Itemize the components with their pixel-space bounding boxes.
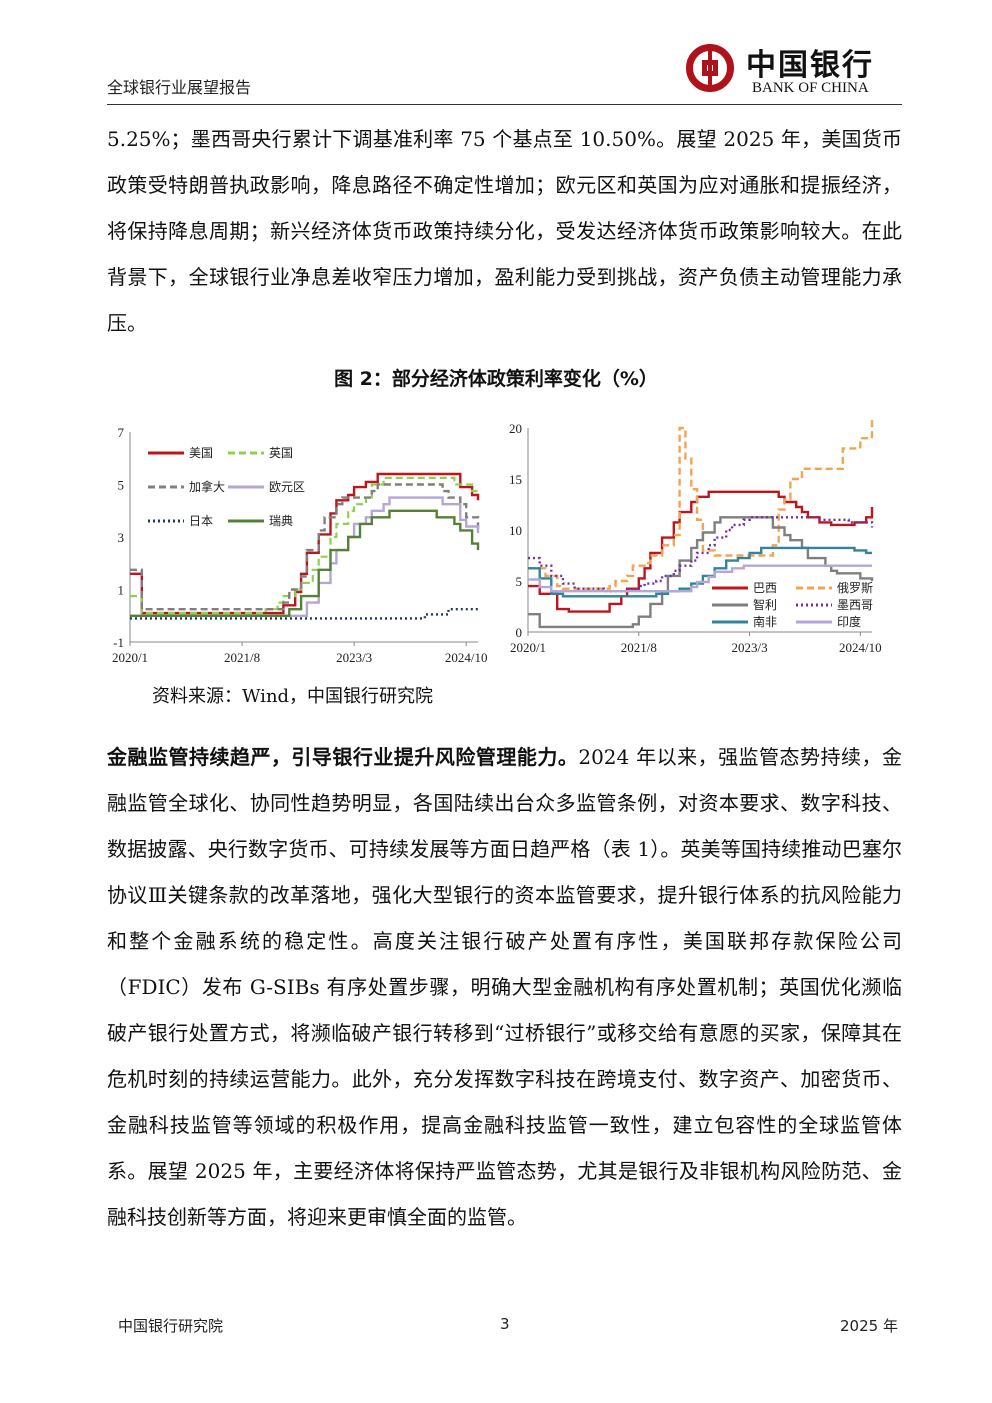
y-tick-label: 5	[118, 478, 125, 493]
x-tick-label: 2020/1	[510, 640, 546, 655]
series-line-canada	[130, 483, 480, 611]
x-tick-label: 2021/8	[224, 650, 260, 665]
series-line-sweden	[130, 509, 480, 617]
report-title: 全球银行业展望报告	[107, 78, 252, 97]
logo-english-text: BANK OF CHINA	[752, 80, 869, 96]
figure-source: 资料来源：Wind，中国银行研究院	[152, 686, 434, 707]
footer-institute: 中国银行研究院	[118, 1317, 224, 1335]
y-tick-label: -1	[113, 635, 124, 650]
y-tick-label: 0	[516, 625, 523, 640]
y-tick-label: 1	[118, 583, 125, 598]
series-line-brazil	[528, 490, 874, 613]
legend-label-japan: 日本	[189, 514, 213, 528]
x-tick-label: 2021/8	[621, 640, 657, 655]
bank-of-china-logo: 中国银行 BANK OF CHINA	[686, 42, 886, 100]
legend-label-chile: 智利	[753, 597, 777, 612]
x-tick-label: 2023/3	[336, 650, 372, 665]
regulation-lead: 金融监管持续趋严，引导银行业提升风险管理能力。	[107, 745, 579, 769]
series-line-southafrica	[528, 546, 872, 598]
x-tick-label: 2024/10	[445, 650, 488, 665]
series-line-euro	[130, 496, 480, 617]
figure-title: 图 2：部分经济体政策利率变化（%）	[334, 368, 658, 390]
series-line-india	[528, 564, 872, 593]
series-line-russia	[528, 420, 874, 590]
legend-label-india: 印度	[837, 614, 861, 629]
legend-label-sweden: 瑞典	[269, 514, 293, 528]
legend-label-brazil: 巴西	[753, 581, 777, 595]
logo-chinese-text: 中国银行	[746, 48, 874, 83]
legend-label-southafrica: 南非	[753, 614, 777, 629]
x-tick-label: 2024/10	[839, 640, 882, 655]
series-line-uk	[130, 476, 478, 615]
regulation-paragraph: 金融监管持续趋严，引导银行业提升风险管理能力。2024 年以来，强监管态势持续，…	[107, 734, 902, 1240]
chart-emerging-economies: 0 5 10 15 20 2020/1 2021/8 2023/3 2024/10 巴西 俄罗斯智利…	[509, 420, 882, 655]
legend-label-mexico: 墨西哥	[837, 598, 873, 612]
regulation-body: 2024 年以来，强监管态势持续，金融监管全球化、协同性趋势明显，各国陆续出台众…	[107, 745, 903, 1229]
y-tick-label: 7	[118, 425, 125, 440]
x-tick-label: 2020/1	[112, 650, 148, 665]
series-line-us	[130, 472, 480, 615]
y-tick-label: 10	[509, 523, 522, 538]
series-line-japan	[130, 608, 478, 620]
legend-label-euro: 欧元区	[269, 480, 305, 494]
boc-emblem-icon	[686, 44, 734, 92]
x-tick-label: 2023/3	[731, 640, 767, 655]
series-line-mexico	[528, 516, 874, 593]
y-tick-label: 20	[509, 421, 522, 436]
page-header: 全球银行业展望报告 中国银行 BANK OF CHINA	[107, 40, 902, 105]
y-tick-label: 3	[118, 530, 125, 545]
footer-year: 2025 年	[840, 1317, 898, 1335]
y-tick-label: 5	[516, 574, 523, 589]
legend-label-us: 美国	[189, 446, 213, 460]
legend-label-canada: 加拿大	[189, 479, 225, 494]
page-number: 3	[500, 1315, 510, 1333]
y-tick-label: 15	[509, 472, 522, 487]
legend-label-russia: 俄罗斯	[837, 581, 873, 595]
legend-label-uk: 英国	[269, 446, 293, 460]
intro-paragraph: 5.25%；墨西哥央行累计下调基准利率 75 个基点至 10.50%。展望 20…	[107, 127, 902, 335]
